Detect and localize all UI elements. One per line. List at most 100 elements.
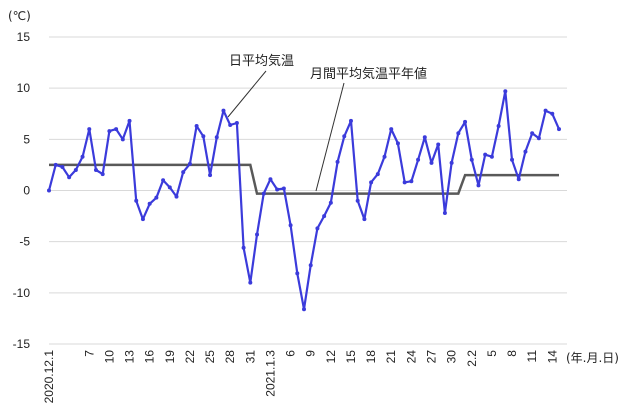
data-point bbox=[181, 170, 186, 175]
data-point bbox=[107, 129, 112, 134]
x-tick-label: 7 bbox=[82, 350, 96, 357]
data-point bbox=[496, 124, 501, 129]
x-tick-label: 14 bbox=[545, 350, 559, 364]
data-point bbox=[187, 161, 192, 166]
x-tick-label: 31 bbox=[243, 350, 257, 364]
x-tick-label: 30 bbox=[445, 350, 459, 364]
data-point bbox=[255, 232, 260, 237]
data-point bbox=[228, 123, 233, 128]
data-point bbox=[47, 188, 51, 193]
data-point bbox=[348, 118, 353, 123]
data-point bbox=[53, 162, 58, 167]
data-point bbox=[456, 131, 461, 136]
x-tick-label: 2.2 bbox=[465, 350, 479, 367]
callout-leader-normal bbox=[315, 82, 345, 192]
data-point bbox=[281, 186, 286, 191]
series-label-daily: 日平均気温 bbox=[229, 53, 294, 69]
data-point bbox=[80, 154, 85, 159]
data-point bbox=[248, 280, 253, 285]
data-point bbox=[73, 168, 78, 173]
y-axis-unit-label: (℃) bbox=[8, 9, 31, 23]
data-point bbox=[120, 137, 125, 142]
x-tick-label: 6 bbox=[284, 350, 298, 357]
data-point bbox=[416, 157, 421, 162]
data-point bbox=[288, 223, 293, 228]
data-point bbox=[530, 131, 535, 136]
x-tick-label: 10 bbox=[102, 350, 116, 364]
callout-leader-daily bbox=[227, 70, 267, 118]
series-label-normal: 月間平均気温平年値 bbox=[310, 66, 427, 82]
x-tick-label: 8 bbox=[505, 350, 519, 357]
x-tick-label: 13 bbox=[123, 350, 137, 364]
data-point bbox=[201, 134, 206, 139]
data-point bbox=[67, 175, 72, 180]
data-point bbox=[127, 118, 132, 123]
data-point bbox=[154, 195, 159, 200]
x-tick-label: 2021.1.3 bbox=[263, 350, 277, 397]
data-point bbox=[469, 157, 474, 162]
data-point bbox=[194, 124, 199, 129]
data-point bbox=[389, 127, 394, 132]
data-point bbox=[328, 200, 333, 205]
data-point bbox=[557, 127, 561, 132]
data-point bbox=[295, 271, 300, 276]
x-tick-label: 15 bbox=[344, 350, 358, 364]
data-point bbox=[100, 172, 105, 177]
data-point bbox=[87, 127, 92, 132]
grid-lines bbox=[49, 36, 567, 345]
x-tick-label: 11 bbox=[525, 350, 539, 363]
data-point bbox=[402, 180, 407, 185]
data-point bbox=[302, 307, 306, 312]
data-point bbox=[489, 154, 494, 159]
data-point bbox=[234, 120, 239, 125]
x-tick-label: 12 bbox=[324, 350, 338, 364]
y-tick-label: -15 bbox=[13, 337, 31, 351]
data-point bbox=[134, 198, 139, 203]
data-point bbox=[342, 134, 347, 139]
data-point bbox=[516, 177, 521, 182]
data-point bbox=[261, 191, 266, 196]
data-point bbox=[369, 180, 374, 185]
data-point bbox=[510, 157, 515, 162]
x-tick-label: 16 bbox=[143, 350, 157, 364]
y-tick-label: -10 bbox=[13, 286, 31, 300]
data-point bbox=[422, 135, 427, 140]
data-point bbox=[208, 173, 213, 178]
data-point bbox=[449, 160, 454, 165]
data-point bbox=[429, 160, 434, 165]
data-point bbox=[315, 226, 320, 231]
data-point bbox=[221, 108, 226, 113]
data-point bbox=[536, 136, 541, 141]
data-point bbox=[382, 154, 387, 159]
data-point bbox=[275, 187, 280, 192]
x-tick-label: 24 bbox=[404, 350, 418, 364]
data-point bbox=[543, 108, 548, 113]
data-point bbox=[241, 245, 246, 250]
x-tick-label: 5 bbox=[485, 350, 499, 357]
data-point bbox=[550, 111, 555, 116]
y-tick-label: 10 bbox=[17, 81, 31, 95]
data-point bbox=[483, 152, 488, 157]
y-axis-ticks: 15 10 5 0 -5 -10 -15 bbox=[13, 30, 31, 351]
x-tick-label: 18 bbox=[364, 350, 378, 364]
data-point bbox=[322, 214, 327, 219]
x-axis-ticks: 2020.12.1 7 10 13 16 19 22 25 28 31 2021.1.3 6 9 12 15… bbox=[42, 350, 559, 404]
data-point bbox=[174, 194, 179, 199]
series-lines bbox=[47, 89, 561, 312]
data-point bbox=[167, 185, 172, 190]
x-tick-label: 25 bbox=[203, 350, 217, 364]
data-point bbox=[214, 135, 219, 140]
x-tick-label: 2020.12.1 bbox=[42, 350, 56, 404]
data-point bbox=[375, 172, 380, 177]
x-tick-label: 9 bbox=[304, 350, 318, 357]
data-point bbox=[60, 164, 65, 169]
data-point bbox=[409, 179, 414, 184]
data-point bbox=[93, 168, 98, 173]
data-point bbox=[308, 263, 313, 268]
x-tick-label: 21 bbox=[384, 350, 398, 364]
x-tick-label: 28 bbox=[223, 350, 237, 364]
y-tick-label: 0 bbox=[23, 184, 30, 198]
data-point bbox=[335, 159, 340, 164]
